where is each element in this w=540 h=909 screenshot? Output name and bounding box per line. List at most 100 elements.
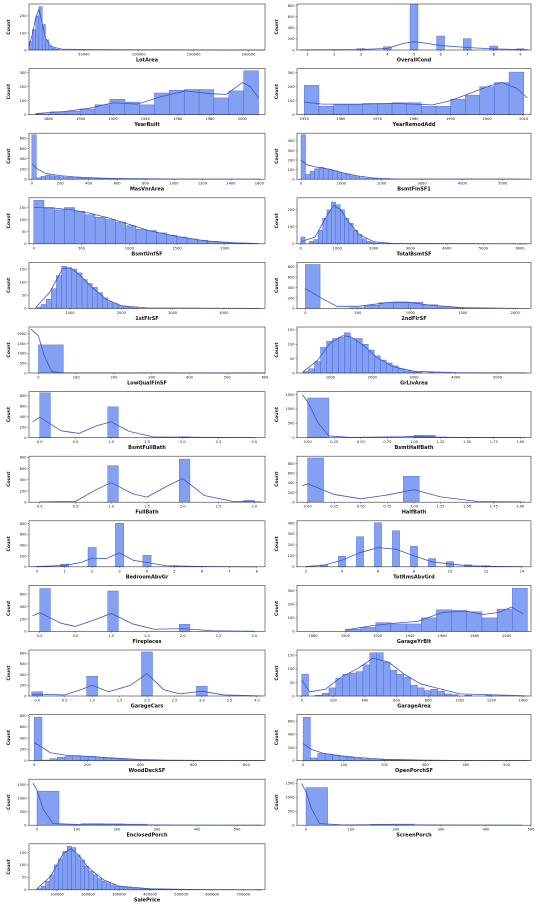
x-tick-label: 3	[118, 569, 120, 573]
histogram-bar	[306, 174, 311, 179]
histogram-bar	[45, 881, 49, 890]
x-tick-label: 1	[64, 569, 66, 573]
histogram-bar	[438, 691, 445, 696]
y-tick-label: 400	[20, 605, 28, 609]
y-tick-label: 500	[20, 810, 28, 814]
histogram-bar	[404, 371, 410, 373]
y-tick-label: 200	[288, 158, 296, 162]
x-tick-label: 0	[305, 828, 308, 832]
x-tick-label: 1	[306, 53, 308, 57]
histogram-bar	[92, 287, 97, 308]
histogram-bar	[309, 241, 313, 244]
histogram-bar	[55, 176, 60, 179]
histogram-bar	[336, 205, 340, 244]
histogram-bar	[37, 791, 59, 825]
y-tick-label: 50	[290, 681, 295, 685]
plot-frame	[29, 133, 265, 179]
histogram-bar	[115, 886, 119, 890]
histogram-bar	[445, 694, 452, 696]
histogram-bar	[156, 233, 166, 244]
histogram-bar	[126, 226, 136, 244]
x-tick-label: 5000	[479, 246, 489, 250]
x-axis-label: MasVnrArea	[130, 187, 164, 193]
histogram-bar	[95, 217, 105, 244]
x-tick-label: 5000	[498, 182, 508, 186]
histogram-bar	[115, 523, 123, 567]
x-tick-label: 1.5	[144, 440, 150, 444]
x-axis-label: HalfBath	[402, 510, 427, 516]
x-tick-label: 1.25	[437, 505, 445, 509]
plot-frame	[29, 392, 265, 438]
histogram-bar	[463, 39, 471, 50]
histogram-bar	[351, 176, 356, 179]
x-axis-label: BsmtUnfSF	[131, 251, 162, 257]
x-tick-label: 1.75	[490, 505, 498, 509]
x-tick-label: 100	[74, 828, 82, 832]
histogram-bar	[124, 887, 128, 889]
histogram-bar	[40, 393, 51, 438]
y-tick-label: 50	[22, 294, 27, 298]
histogram-bar	[104, 758, 112, 761]
histogram-bar	[82, 279, 87, 308]
histogram-bar	[34, 717, 42, 760]
histogram-bar	[98, 879, 102, 890]
x-tick-label: 3000	[409, 376, 419, 380]
x-tick-label: 500000	[174, 892, 188, 896]
y-tick-label: 0	[24, 694, 27, 698]
x-tick-label: 1900	[76, 117, 86, 121]
x-tick-label: 50000	[78, 53, 90, 57]
y-axis-label: Count	[6, 794, 12, 810]
x-tick-label: 0.00	[304, 505, 313, 509]
x-tick-label: 2000	[117, 311, 127, 315]
y-tick-label: 0	[292, 242, 295, 246]
x-tick-label: 0	[300, 182, 303, 186]
histogram-bar	[342, 173, 347, 179]
histogram-bar	[167, 235, 177, 243]
kde-curve	[29, 9, 265, 50]
kde-curve	[33, 783, 261, 825]
x-axis-label: YearBuilt	[133, 122, 160, 128]
x-axis-label: LowQualFinSF	[127, 381, 167, 387]
y-tick-label: 200	[20, 14, 28, 18]
histogram-bar	[93, 875, 97, 890]
x-tick-label: 300	[148, 376, 156, 380]
y-tick-label: 400	[288, 286, 296, 290]
x-axis-label: GarageCars	[131, 704, 164, 710]
histogram-bar	[465, 95, 480, 115]
x-tick-label: 6	[201, 569, 204, 573]
histogram-bar	[102, 881, 106, 890]
x-tick-label: 5	[173, 569, 175, 573]
histogram-bar	[85, 866, 89, 890]
x-tick-label: 1500	[458, 311, 468, 315]
x-tick-label: 200	[111, 376, 119, 380]
y-axis-label: Count	[274, 665, 280, 681]
x-tick-label: 1960	[336, 117, 346, 121]
y-tick-label: 0	[292, 371, 295, 375]
histogram-bar	[36, 16, 39, 50]
y-tick-label: 100	[288, 168, 296, 172]
x-tick-label: 1000	[455, 699, 465, 703]
y-tick-label: 1000	[285, 407, 295, 411]
plot-frame	[297, 262, 531, 308]
x-tick-label: 300	[438, 828, 446, 832]
y-tick-label: 0	[292, 630, 295, 634]
x-tick-label: 700000	[236, 892, 250, 896]
x-axis-label: TotRmsAbvGrd	[393, 574, 435, 580]
histogram-bar	[50, 875, 54, 890]
histogram-bar	[347, 757, 354, 760]
histogram-bar	[108, 302, 113, 309]
x-tick-label: 0.5	[73, 634, 79, 638]
kde-curve	[32, 164, 259, 179]
x-tick-label: 800	[142, 182, 150, 186]
x-tick-label: 500	[78, 246, 86, 250]
histogram-bar	[46, 299, 51, 308]
